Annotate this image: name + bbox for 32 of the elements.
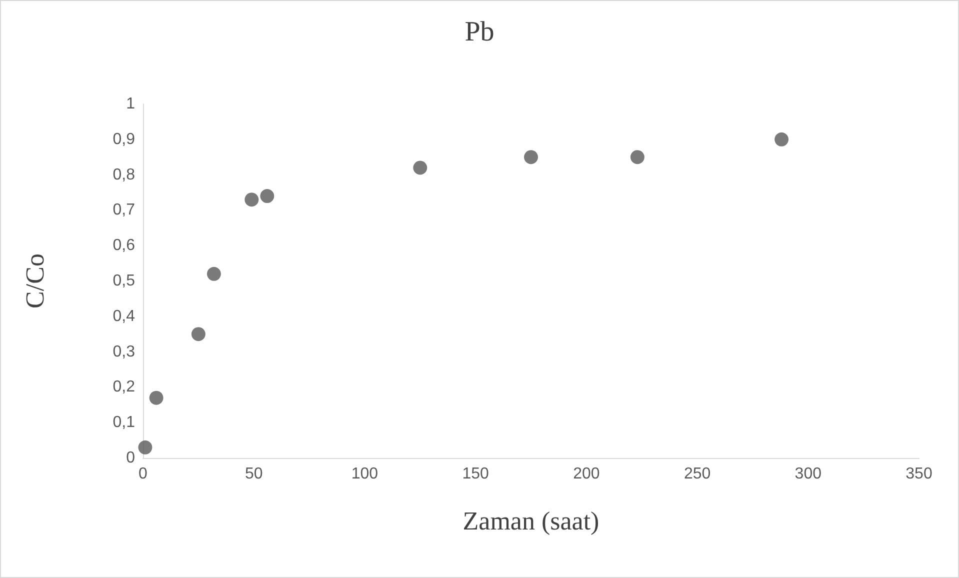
chart-title: Pb bbox=[464, 16, 494, 48]
x-tick-label: 50 bbox=[244, 466, 263, 482]
point bbox=[260, 189, 274, 204]
point bbox=[244, 192, 259, 207]
y-tick-label: 0,7 bbox=[112, 202, 136, 219]
x-tick-label: 100 bbox=[351, 466, 378, 482]
x-tick-label: 300 bbox=[794, 466, 822, 482]
x-tick-label: 0 bbox=[138, 466, 148, 482]
y-tick-label: 0,3 bbox=[112, 343, 136, 360]
y-tick-label: 1 bbox=[126, 96, 136, 112]
point bbox=[413, 160, 428, 175]
y-tick-label: 0,1 bbox=[112, 414, 136, 432]
y-tick-label: 0,6 bbox=[112, 237, 136, 254]
y-tick-label: 0,4 bbox=[112, 308, 136, 325]
y-tick-label: 0 bbox=[126, 450, 136, 466]
y-tick-label: 0,2 bbox=[112, 378, 136, 396]
y-tick-label: 0,5 bbox=[112, 272, 136, 290]
point bbox=[191, 327, 206, 342]
x-tick-label: 350 bbox=[906, 466, 932, 482]
point bbox=[206, 266, 221, 281]
x-tick-label: 250 bbox=[684, 466, 711, 482]
point bbox=[138, 440, 152, 454]
point bbox=[149, 390, 164, 405]
x-tick-label: 150 bbox=[462, 466, 490, 482]
y-tick-label: 0,9 bbox=[112, 130, 136, 148]
point bbox=[774, 132, 789, 146]
point bbox=[524, 150, 538, 164]
y-axis-title: C/Co bbox=[20, 254, 50, 308]
x-axis-title: Zaman (saat) bbox=[462, 506, 600, 536]
point bbox=[630, 150, 644, 164]
y-tick-label: 0,8 bbox=[112, 166, 136, 184]
x-tick-label: 200 bbox=[573, 466, 600, 482]
